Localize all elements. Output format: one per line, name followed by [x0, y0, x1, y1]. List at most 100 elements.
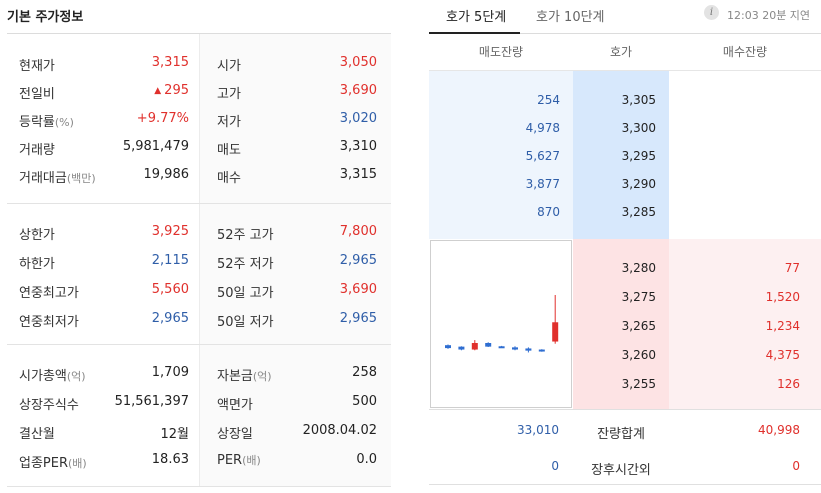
- bid-qty: 1,520: [765, 290, 800, 304]
- info-label-text: 매도: [217, 143, 241, 158]
- basic-section-company: 시가총액(억) 1,709 자본금(억) 258 상장주식수 51,561,397 액면가 5…: [7, 345, 391, 487]
- info-label: 자본금(억): [217, 365, 272, 384]
- info-value-text: 18.63: [151, 452, 189, 467]
- bid-row: 3,260 4,375: [573, 341, 821, 369]
- bid-price[interactable]: 3,265: [621, 319, 656, 333]
- info-row: 현재가 3,315 시가 3,050: [7, 49, 391, 77]
- info-label-text: 상한가: [19, 228, 55, 243]
- info-value: 3,925: [152, 224, 189, 239]
- info-label-text: 전일비: [19, 87, 55, 102]
- ask-qty: 3,877: [525, 177, 560, 191]
- info-value-text: 51,561,397: [114, 394, 189, 409]
- tab-orderbook-10[interactable]: 호가 10단계: [536, 10, 605, 25]
- bottom-divider: [429, 484, 821, 485]
- delay-notice: 12:03 20분 지연: [727, 9, 811, 22]
- info-value: 18.63: [152, 452, 189, 467]
- info-row: 결산월 12월 상장일 2008.04.02: [7, 417, 391, 445]
- info-value: 3,315: [339, 167, 377, 182]
- info-label-text: 시가: [217, 59, 241, 74]
- info-label: 등락률(%): [19, 111, 74, 130]
- ask-price[interactable]: 3,290: [621, 177, 656, 191]
- ask-row: 5,627 3,295: [429, 142, 669, 170]
- info-row: 거래대금(백만) 19,986 매수 3,315: [7, 161, 391, 189]
- info-value-text: 12월: [160, 427, 189, 442]
- info-value: 258: [352, 365, 377, 380]
- candle: [458, 346, 465, 351]
- info-label: 연중최고가: [19, 282, 79, 301]
- info-label-unit: (%): [54, 116, 74, 129]
- info-value: 3,690: [339, 83, 377, 98]
- ask-qty: 5,627: [525, 149, 560, 163]
- candle-body: [552, 322, 559, 342]
- info-label: 연중최저가: [19, 311, 79, 330]
- total-ask-qty: 33,010: [517, 423, 559, 437]
- total-bid-qty: 40,998: [758, 423, 800, 437]
- info-value: 2,965: [152, 311, 189, 326]
- info-value: 5,560: [152, 282, 189, 297]
- mini-candle-chart: [430, 240, 572, 408]
- ask-price[interactable]: 3,285: [621, 205, 656, 219]
- bid-price[interactable]: 3,260: [621, 348, 656, 362]
- up-arrow-icon: ▲: [154, 86, 162, 96]
- info-value: 2008.04.02: [302, 423, 377, 438]
- candle: [471, 340, 478, 351]
- candle: [445, 344, 451, 349]
- ask-qty-area: [429, 71, 573, 239]
- info-value-text: 19,986: [143, 167, 190, 182]
- info-value-text: 3,925: [151, 224, 189, 239]
- info-icon[interactable]: i: [704, 5, 719, 20]
- info-value-text: 295: [164, 83, 189, 98]
- info-row: 거래량 5,981,479 매도 3,310: [7, 133, 391, 161]
- info-label-text: PER: [217, 453, 243, 468]
- after-hours-ask-qty: 0: [551, 459, 559, 473]
- header-bid-qty: 매수잔량: [722, 45, 768, 59]
- info-value: 500: [352, 394, 377, 409]
- ask-row: 3,877 3,290: [429, 170, 669, 198]
- bid-qty: 1,234: [765, 319, 800, 333]
- info-label-text: 등락률: [19, 115, 55, 130]
- info-label: 거래대금(백만): [19, 167, 96, 186]
- bid-qty-area: [669, 239, 821, 409]
- info-value-text: 5,981,479: [122, 139, 189, 154]
- info-value: 51,561,397: [115, 394, 189, 409]
- total-row: 33,010 잔량합계 40,998: [429, 416, 821, 444]
- ask-qty: 254: [537, 93, 560, 107]
- info-label-unit: (배): [68, 457, 87, 470]
- info-label: 결산월: [19, 423, 55, 442]
- info-label-text: 저가: [217, 115, 241, 130]
- info-row: 업종PER(배) 18.63 PER(배) 0.0: [7, 446, 391, 474]
- bid-price[interactable]: 3,275: [621, 290, 656, 304]
- info-row: 상장주식수 51,561,397 액면가 500: [7, 388, 391, 416]
- info-value: 3,690: [339, 282, 377, 297]
- info-row: 시가총액(억) 1,709 자본금(억) 258: [7, 359, 391, 387]
- info-value-text: 3,315: [151, 55, 189, 70]
- candle-body: [498, 346, 505, 349]
- ask-price[interactable]: 3,300: [621, 121, 656, 135]
- info-value: 3,020: [339, 111, 377, 126]
- info-value: 3,310: [339, 139, 377, 154]
- bid-price[interactable]: 3,280: [621, 261, 656, 275]
- info-value: +9.77%: [137, 111, 189, 126]
- info-label-unit: (배): [242, 454, 261, 467]
- info-value: 2,965: [339, 253, 377, 268]
- info-label: 상장주식수: [19, 394, 79, 413]
- candle: [538, 349, 545, 352]
- info-label-text: 업종PER: [19, 456, 69, 471]
- title-divider: [7, 33, 391, 34]
- candle: [498, 345, 505, 349]
- info-label: 액면가: [217, 394, 253, 413]
- info-value: 2,965: [339, 311, 377, 326]
- info-value: 12월: [160, 423, 189, 442]
- info-label-text: 상장주식수: [19, 398, 79, 413]
- info-label: 하한가: [19, 253, 55, 272]
- bid-price[interactable]: 3,255: [621, 377, 656, 391]
- ask-price[interactable]: 3,295: [621, 149, 656, 163]
- bid-qty: 126: [777, 377, 800, 391]
- ask-price[interactable]: 3,305: [621, 93, 656, 107]
- candle-body: [485, 343, 492, 347]
- info-label-unit: (백만): [66, 172, 96, 185]
- info-label-text: 고가: [217, 87, 241, 102]
- tab-orderbook-5[interactable]: 호가 5단계: [446, 10, 507, 25]
- info-label: 거래량: [19, 139, 55, 158]
- ask-price-area: [573, 71, 669, 239]
